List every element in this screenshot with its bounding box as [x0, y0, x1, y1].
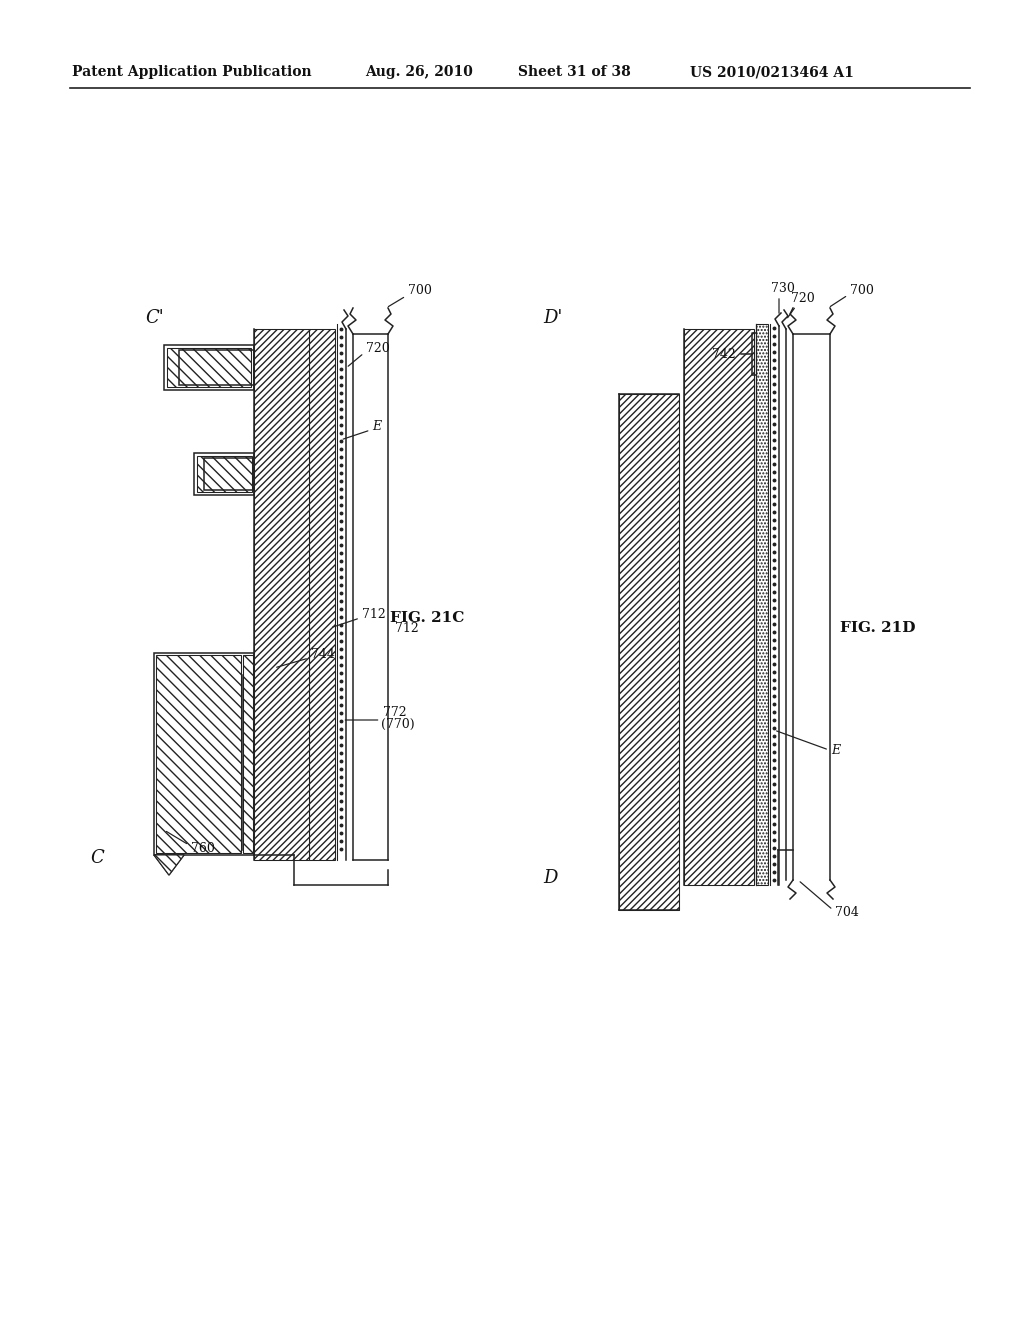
Text: 720: 720 — [791, 293, 815, 305]
Text: US 2010/0213464 A1: US 2010/0213464 A1 — [690, 65, 854, 79]
Polygon shape — [197, 455, 252, 492]
Text: Patent Application Publication: Patent Application Publication — [72, 65, 311, 79]
Text: 720: 720 — [366, 342, 390, 355]
Text: FIG. 21D: FIG. 21D — [840, 620, 915, 635]
Text: 730: 730 — [771, 282, 795, 296]
Text: E: E — [831, 743, 840, 756]
Text: 760: 760 — [191, 842, 215, 854]
Text: D: D — [543, 869, 557, 887]
Text: Aug. 26, 2010: Aug. 26, 2010 — [365, 65, 473, 79]
Polygon shape — [618, 393, 679, 909]
Text: 700: 700 — [850, 284, 873, 297]
Text: 712: 712 — [362, 609, 386, 622]
Text: 700: 700 — [408, 285, 432, 297]
Text: (770): (770) — [381, 718, 414, 730]
Text: E: E — [373, 421, 382, 433]
Polygon shape — [154, 855, 184, 875]
Text: 772: 772 — [383, 706, 407, 719]
Text: FIG. 21C: FIG. 21C — [390, 611, 464, 624]
Polygon shape — [756, 323, 768, 884]
Text: D': D' — [543, 309, 562, 327]
Text: C: C — [90, 849, 103, 867]
Polygon shape — [167, 348, 251, 387]
Text: 712: 712 — [395, 622, 419, 635]
Text: C': C' — [145, 309, 164, 327]
Polygon shape — [254, 329, 309, 861]
Polygon shape — [156, 655, 241, 853]
Text: 744: 744 — [311, 648, 335, 661]
Polygon shape — [243, 655, 253, 853]
Polygon shape — [684, 329, 754, 884]
Text: 742: 742 — [713, 347, 736, 360]
Polygon shape — [309, 329, 335, 861]
Text: 704: 704 — [835, 906, 859, 919]
Text: Sheet 31 of 38: Sheet 31 of 38 — [518, 65, 631, 79]
